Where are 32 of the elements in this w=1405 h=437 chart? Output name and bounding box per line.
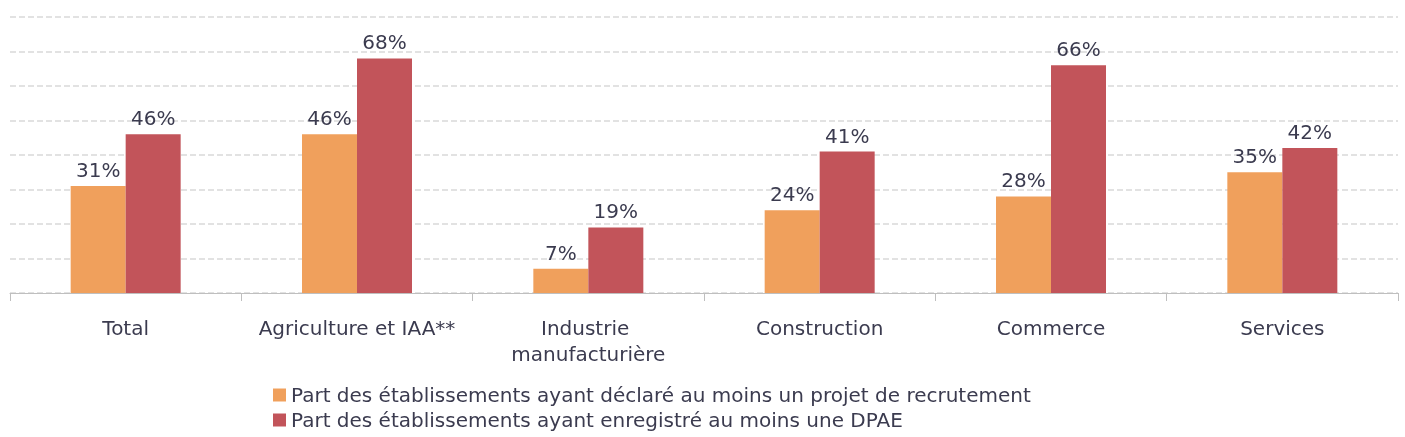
data-label: 19% bbox=[593, 199, 639, 224]
data-label: 31% bbox=[75, 158, 121, 183]
bar bbox=[588, 227, 644, 293]
data-label: 68% bbox=[362, 30, 407, 55]
legend-label: Part des établissements ayant enregistré au moins une DPAE bbox=[291, 408, 903, 432]
legend-label: Part des établissements ayant déclaré au moins un projet de recrutement bbox=[291, 383, 1031, 407]
bar bbox=[125, 134, 181, 293]
x-tick-label: Industrie manufacturière bbox=[511, 316, 666, 366]
bar bbox=[764, 210, 820, 293]
bar bbox=[1051, 65, 1106, 293]
data-label: 46% bbox=[130, 106, 176, 131]
bar bbox=[819, 151, 875, 293]
bar bbox=[1282, 148, 1338, 293]
data-label: 28% bbox=[1001, 168, 1046, 193]
bar bbox=[1227, 172, 1283, 293]
x-tick-label: Services bbox=[1240, 316, 1325, 340]
x-tick-label: Total bbox=[101, 316, 150, 340]
data-label: 35% bbox=[1232, 144, 1278, 169]
bar bbox=[70, 186, 126, 293]
bar bbox=[302, 134, 357, 293]
data-label: 46% bbox=[307, 106, 352, 131]
data-label: 42% bbox=[1287, 120, 1333, 145]
bar bbox=[533, 268, 589, 293]
x-tick-label: Commerce bbox=[996, 316, 1106, 340]
bar bbox=[357, 58, 412, 293]
x-tick-label: Construction bbox=[755, 316, 884, 340]
x-tick-label: Agriculture et IAA** bbox=[258, 316, 456, 340]
data-label: 41% bbox=[824, 123, 870, 148]
data-label: 66% bbox=[1056, 37, 1101, 62]
data-label: 24% bbox=[769, 182, 815, 207]
bar bbox=[996, 196, 1051, 293]
data-label: 7% bbox=[544, 240, 577, 265]
